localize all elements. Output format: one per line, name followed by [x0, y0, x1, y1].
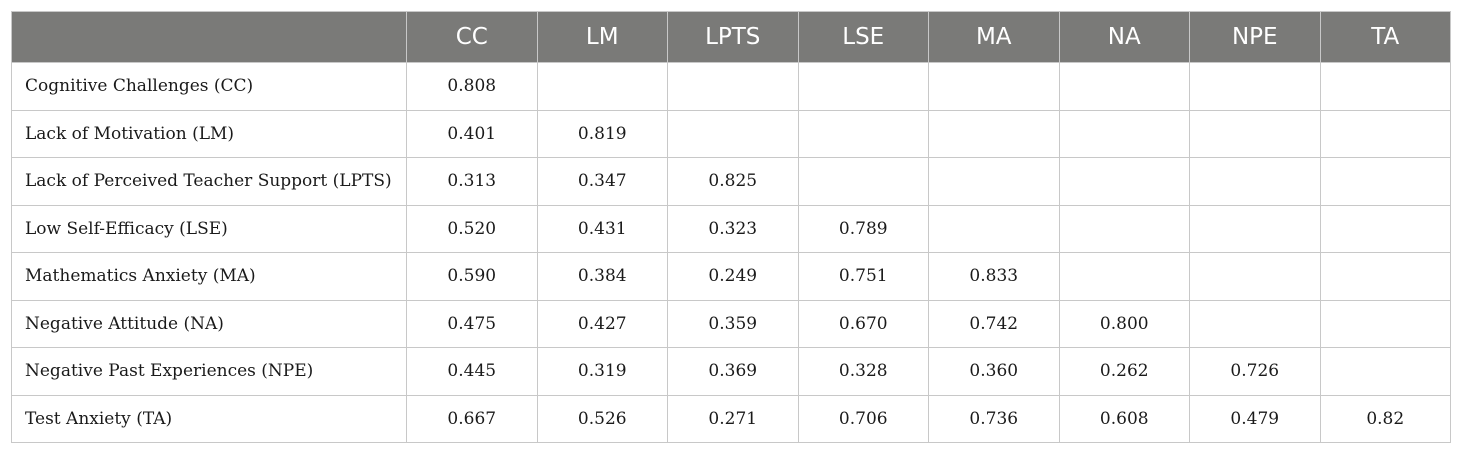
table-cell: 0.526 — [536, 394, 668, 443]
table-row: Test Anxiety (TA) 0.667 0.526 0.271 0.70… — [11, 394, 1451, 443]
table-cell: 0.427 — [536, 299, 668, 348]
table-cell — [536, 62, 668, 111]
correlation-table: CC LM LPTS LSE MA NA NPE TA Cognitive Ch… — [11, 11, 1451, 443]
table-cell — [797, 109, 929, 158]
table-cell — [1319, 299, 1451, 348]
table-cell — [1058, 109, 1190, 158]
table-row: Lack of Perceived Teacher Support (LPTS)… — [11, 157, 1451, 206]
table-header: CC LM LPTS LSE MA NA NPE TA — [11, 11, 1451, 63]
table-cell: 0.347 — [536, 157, 668, 206]
table-cell: 0.825 — [667, 157, 799, 206]
row-label: Negative Past Experiences (NPE) — [11, 347, 407, 396]
table-row: Mathematics Anxiety (MA) 0.590 0.384 0.2… — [11, 252, 1451, 301]
table-cell: 0.736 — [928, 394, 1060, 443]
table-cell: 0.262 — [1058, 347, 1190, 396]
table-cell: 0.359 — [667, 299, 799, 348]
table-row: Low Self-Efficacy (LSE) 0.520 0.431 0.32… — [11, 204, 1451, 253]
table-cell — [928, 109, 1060, 158]
row-label: Lack of Perceived Teacher Support (LPTS) — [11, 157, 407, 206]
header-cell-blank — [11, 11, 407, 63]
table-cell: 0.590 — [406, 252, 538, 301]
table-cell — [1189, 299, 1321, 348]
table-cell: 0.808 — [406, 62, 538, 111]
table-cell: 0.706 — [797, 394, 929, 443]
table-cell: 0.249 — [667, 252, 799, 301]
header-cell-ma: MA — [928, 11, 1060, 63]
table-cell: 0.323 — [667, 204, 799, 253]
table-cell: 0.360 — [928, 347, 1060, 396]
row-label: Cognitive Challenges (CC) — [11, 62, 407, 111]
table-cell — [928, 157, 1060, 206]
correlation-table-container: CC LM LPTS LSE MA NA NPE TA Cognitive Ch… — [11, 11, 1451, 443]
header-cell-npe: NPE — [1189, 11, 1321, 63]
header-cell-lpts: LPTS — [667, 11, 799, 63]
table-cell — [1319, 347, 1451, 396]
header-cell-ta: TA — [1319, 11, 1451, 63]
table-cell: 0.431 — [536, 204, 668, 253]
table-cell: 0.819 — [536, 109, 668, 158]
header-cell-cc: CC — [406, 11, 538, 63]
table-cell — [1319, 157, 1451, 206]
table-cell: 0.520 — [406, 204, 538, 253]
table-cell — [1189, 204, 1321, 253]
row-label: Lack of Motivation (LM) — [11, 109, 407, 158]
table-cell — [667, 109, 799, 158]
table-cell — [667, 62, 799, 111]
row-label: Negative Attitude (NA) — [11, 299, 407, 348]
table-cell: 0.384 — [536, 252, 668, 301]
table-body: Cognitive Challenges (CC) 0.808 Lack of … — [11, 62, 1451, 443]
header-cell-na: NA — [1058, 11, 1190, 63]
table-cell: 0.82 — [1319, 394, 1451, 443]
table-cell: 0.369 — [667, 347, 799, 396]
table-cell: 0.667 — [406, 394, 538, 443]
table-cell — [1058, 157, 1190, 206]
table-cell — [1189, 157, 1321, 206]
row-label: Test Anxiety (TA) — [11, 394, 407, 443]
table-cell: 0.800 — [1058, 299, 1190, 348]
table-cell: 0.608 — [1058, 394, 1190, 443]
table-cell — [1319, 109, 1451, 158]
table-cell — [797, 62, 929, 111]
table-cell: 0.751 — [797, 252, 929, 301]
table-cell — [928, 204, 1060, 253]
table-row: Lack of Motivation (LM) 0.401 0.819 — [11, 109, 1451, 158]
table-cell — [1319, 204, 1451, 253]
table-cell: 0.742 — [928, 299, 1060, 348]
table-cell — [1058, 204, 1190, 253]
table-row: Negative Past Experiences (NPE) 0.445 0.… — [11, 347, 1451, 396]
header-cell-lm: LM — [536, 11, 668, 63]
table-cell: 0.670 — [797, 299, 929, 348]
table-row: Negative Attitude (NA) 0.475 0.427 0.359… — [11, 299, 1451, 348]
table-cell — [1189, 62, 1321, 111]
table-cell — [1189, 252, 1321, 301]
row-label: Low Self-Efficacy (LSE) — [11, 204, 407, 253]
table-cell: 0.726 — [1189, 347, 1321, 396]
header-cell-lse: LSE — [797, 11, 929, 63]
table-cell — [1319, 252, 1451, 301]
table-cell: 0.313 — [406, 157, 538, 206]
table-cell — [928, 62, 1060, 111]
table-cell: 0.401 — [406, 109, 538, 158]
table-cell — [1189, 109, 1321, 158]
table-cell: 0.475 — [406, 299, 538, 348]
table-cell: 0.271 — [667, 394, 799, 443]
table-cell: 0.789 — [797, 204, 929, 253]
table-cell: 0.445 — [406, 347, 538, 396]
table-cell: 0.328 — [797, 347, 929, 396]
table-cell: 0.833 — [928, 252, 1060, 301]
table-cell — [1319, 62, 1451, 111]
header-row: CC LM LPTS LSE MA NA NPE TA — [11, 11, 1451, 63]
table-cell — [1058, 252, 1190, 301]
table-row: Cognitive Challenges (CC) 0.808 — [11, 62, 1451, 111]
table-cell — [797, 157, 929, 206]
row-label: Mathematics Anxiety (MA) — [11, 252, 407, 301]
table-cell: 0.319 — [536, 347, 668, 396]
table-cell — [1058, 62, 1190, 111]
table-cell: 0.479 — [1189, 394, 1321, 443]
